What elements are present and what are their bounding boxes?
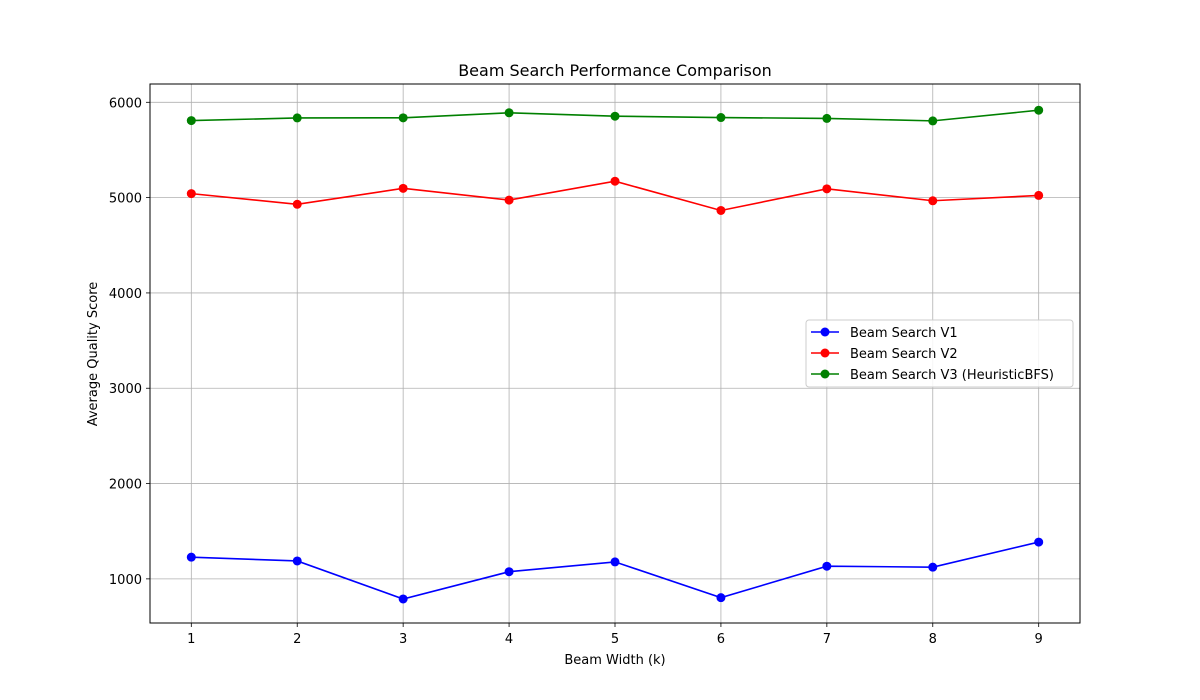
y-tick-label: 1000 — [109, 573, 142, 588]
legend-marker — [820, 369, 830, 379]
y-tick-label: 4000 — [109, 287, 142, 302]
data-point — [610, 557, 620, 567]
data-point — [186, 116, 196, 126]
data-point — [1034, 105, 1044, 115]
y-tick-label: 5000 — [109, 192, 142, 207]
series-3 — [186, 105, 1044, 126]
x-tick-label: 1 — [187, 632, 195, 647]
data-point — [398, 113, 408, 123]
legend-item: Beam Search V3 (HeuristicBFS) — [811, 368, 1054, 383]
chart-title: Beam Search Performance Comparison — [458, 61, 772, 80]
x-axis-ticks: 1 2 3 4 5 6 7 8 9 — [187, 623, 1043, 647]
x-tick-label: 9 — [1035, 632, 1043, 647]
legend-label: Beam Search V2 — [850, 347, 958, 362]
data-point — [186, 552, 196, 562]
data-point — [186, 189, 196, 199]
legend-label: Beam Search V1 — [850, 326, 958, 341]
x-tick-label: 2 — [293, 632, 301, 647]
data-point — [610, 111, 620, 121]
y-tick-label: 2000 — [109, 478, 142, 493]
x-tick-label: 4 — [505, 632, 513, 647]
x-tick-label: 6 — [717, 632, 725, 647]
data-point — [504, 567, 514, 577]
data-point — [1034, 190, 1044, 200]
series-1 — [186, 537, 1044, 604]
data-point — [716, 593, 726, 603]
data-point — [504, 108, 514, 118]
data-point — [292, 556, 302, 566]
legend-marker — [820, 327, 830, 337]
data-point — [822, 561, 832, 571]
data-point — [398, 183, 408, 193]
legend-marker — [820, 348, 830, 358]
series-2 — [186, 176, 1044, 215]
x-tick-label: 7 — [823, 632, 831, 647]
data-point — [928, 562, 938, 572]
data-point — [398, 594, 408, 604]
y-axis-label: Average Quality Score — [86, 282, 101, 427]
series-layer — [186, 105, 1044, 604]
data-point — [716, 113, 726, 123]
data-point — [822, 184, 832, 194]
legend-item: Beam Search V2 — [811, 347, 958, 362]
y-axis-ticks: 1000 2000 3000 4000 5000 6000 — [109, 96, 150, 588]
grid-lines — [150, 84, 1080, 623]
data-point — [822, 113, 832, 123]
legend-label: Beam Search V3 (HeuristicBFS) — [850, 368, 1054, 383]
data-point — [292, 199, 302, 209]
x-tick-label: 5 — [611, 632, 619, 647]
x-tick-label: 3 — [399, 632, 407, 647]
y-tick-label: 6000 — [109, 96, 142, 111]
data-point — [1034, 537, 1044, 547]
legend-item: Beam Search V1 — [811, 326, 958, 341]
data-point — [928, 196, 938, 206]
x-axis-label: Beam Width (k) — [564, 653, 665, 668]
legend: Beam Search V1 Beam Search V2 Beam Search … — [805, 319, 1074, 388]
y-tick-label: 3000 — [109, 382, 142, 397]
data-point — [292, 113, 302, 123]
legend-box — [805, 319, 1074, 388]
data-point — [504, 195, 514, 205]
x-tick-label: 8 — [929, 632, 937, 647]
data-point — [610, 176, 620, 186]
data-point — [716, 205, 726, 215]
data-point — [928, 116, 938, 126]
